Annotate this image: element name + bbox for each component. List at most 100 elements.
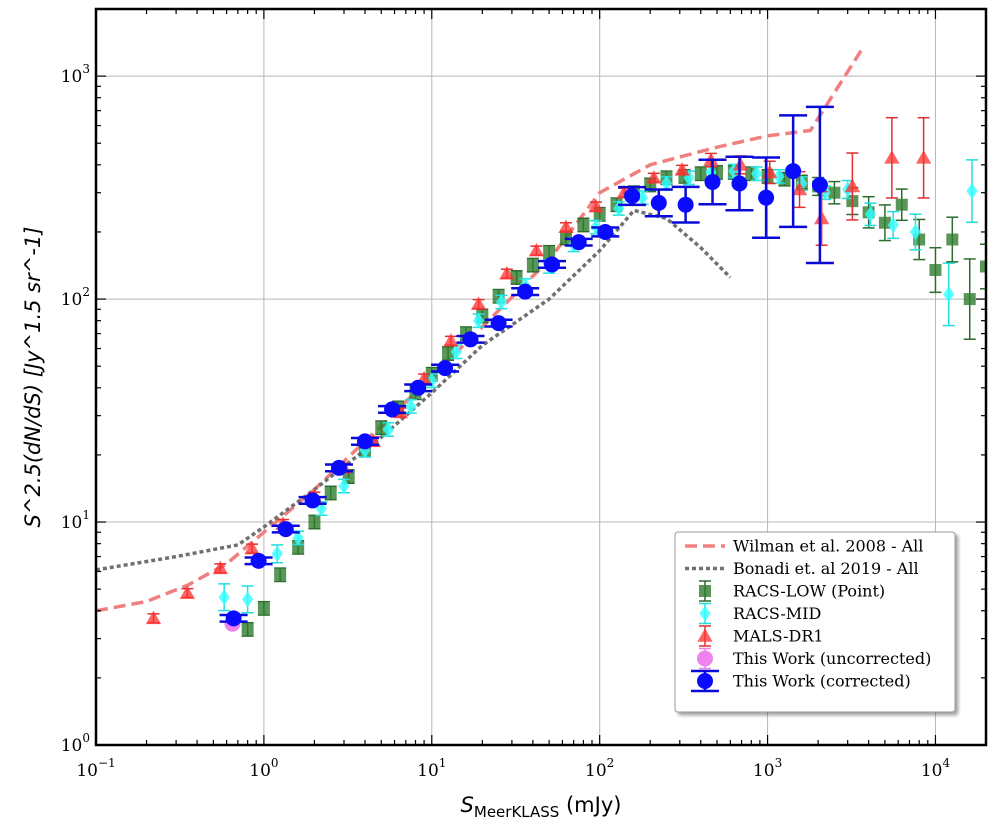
data-point [731, 175, 748, 192]
data-point [241, 623, 254, 636]
data-point [613, 200, 625, 217]
data-point [758, 189, 775, 206]
data-point [677, 196, 694, 213]
x-tick-label: 104 [921, 756, 951, 781]
legend-item-wilman-et-al-2008-all[interactable]: Wilman et al. 2008 - All [685, 537, 923, 556]
data-point [943, 286, 955, 303]
data-point [470, 296, 487, 310]
data-point [819, 184, 831, 201]
data-point [472, 312, 485, 329]
legend-item-mals-dr1[interactable]: MALS-DR1 [697, 625, 824, 647]
legend-item-this-work-uncorrected[interactable]: This Work (uncorrected) [697, 647, 931, 670]
data-point [218, 589, 230, 606]
series-line [96, 208, 732, 572]
data-point [588, 198, 604, 213]
data-point [382, 421, 394, 438]
data-point [495, 293, 508, 311]
data-point [597, 223, 614, 240]
legend-swatch [697, 628, 713, 642]
y-tick-label: 101 [61, 508, 90, 533]
y-axis-title: S^2.5(dN/dS) [Jy^1.5 sr^-1] [21, 227, 45, 528]
data-point [796, 175, 808, 192]
data-point [499, 265, 515, 280]
data-point [543, 256, 560, 273]
x-tick-label: 102 [585, 756, 614, 781]
legend-swatch [699, 605, 711, 622]
data-point [946, 233, 959, 246]
legend-item-racs-mid[interactable]: RACS-MID [699, 602, 821, 625]
x-tick-label: 103 [753, 756, 782, 781]
legend-item-racs-low-point[interactable]: RACS-LOW (Point) [699, 580, 885, 602]
legend-box [674, 531, 956, 713]
legend-swatch [699, 585, 711, 597]
legend-label: MALS-DR1 [733, 627, 824, 646]
data-point [674, 162, 690, 176]
data-point [410, 379, 427, 396]
data-point [624, 187, 641, 204]
data-point [878, 216, 891, 229]
legend-item-this-work-corrected[interactable]: This Work (corrected) [691, 669, 911, 693]
legend-swatch [697, 673, 713, 689]
data-point [909, 223, 922, 241]
data-point [179, 585, 196, 599]
data-point [490, 315, 507, 332]
data-point [650, 194, 667, 211]
data-point [980, 260, 986, 273]
plot-frame [94, 7, 988, 747]
data-point [443, 333, 459, 347]
data-point [929, 264, 942, 277]
data-point [683, 169, 695, 186]
legend-label: Wilman et al. 2008 - All [733, 537, 923, 556]
series-bonadi-et-al-2019-all [96, 208, 732, 572]
axis-ticks [95, 9, 986, 746]
data-point [356, 433, 373, 450]
data-point [915, 150, 932, 164]
legend[interactable]: Wilman et al. 2008 - All Bonadi et. al 20… [674, 531, 956, 713]
data-point [884, 150, 900, 164]
legend-label: Bonadi et. al 2019 - All [733, 559, 919, 578]
data-point [811, 176, 828, 193]
y-tick-label: 102 [61, 285, 90, 310]
data-point [274, 568, 287, 581]
data-point [277, 521, 294, 538]
legend-label: RACS-MID [733, 604, 821, 623]
data-point [895, 198, 908, 211]
data-point [145, 610, 162, 625]
data-point [271, 545, 283, 562]
data-point [694, 167, 707, 180]
data-point [813, 210, 830, 225]
legend-label: This Work (uncorrected) [733, 649, 931, 668]
data-point [864, 206, 877, 223]
data-point [704, 174, 721, 191]
data-point [426, 372, 438, 389]
data-point [577, 218, 590, 231]
x-axis-title: SMeerKLASS (mJy) [461, 793, 622, 821]
data-point [543, 246, 556, 259]
data-point [963, 293, 976, 306]
data-point [660, 175, 673, 192]
data-point [308, 516, 321, 529]
data-point [887, 216, 899, 234]
data-point [570, 234, 587, 251]
data-point [338, 478, 350, 495]
data-point [462, 331, 479, 348]
data-point [244, 540, 260, 555]
legend-item-bonadi-et-al-2019-all[interactable]: Bonadi et. al 2019 - All [685, 559, 919, 578]
data-point [242, 591, 254, 608]
data-point [442, 347, 455, 360]
y-tick-label: 103 [61, 62, 90, 87]
data-point [450, 343, 462, 360]
data-point [324, 486, 337, 499]
data-point [636, 189, 649, 206]
legend-swatch [697, 650, 713, 667]
data-point [828, 186, 841, 199]
y-tick-label: 100 [61, 731, 90, 756]
data-point [517, 283, 534, 300]
data-point [437, 360, 454, 377]
data-point [292, 529, 304, 546]
data-point [304, 492, 321, 509]
series-this-work-corrected [219, 105, 834, 627]
data-point [257, 602, 270, 615]
data-point [791, 181, 808, 196]
